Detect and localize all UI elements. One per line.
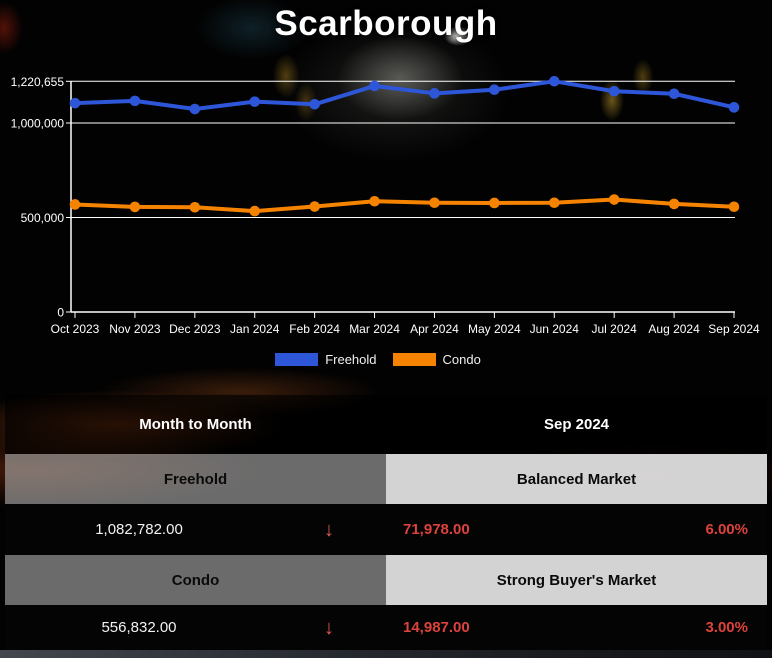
- freehold-data-point: [309, 98, 320, 110]
- condo-legend-label: Condo: [442, 351, 481, 367]
- x-axis-label: Jan 2024: [230, 322, 280, 336]
- x-axis-label: Sep 2024: [708, 322, 760, 336]
- freehold-data-point: [728, 102, 740, 113]
- condo-data-row: 556,832.00 ↓ 14,987.00 3.00%: [5, 605, 767, 650]
- freehold-data-point: [249, 96, 261, 107]
- x-axis-label: Aug 2024: [648, 322, 700, 336]
- current-month-header: Sep 2024: [543, 416, 610, 433]
- freehold-change-amount: 71,978.00: [403, 521, 470, 538]
- freehold-legend-label: Freehold: [325, 351, 377, 367]
- x-axis-label: Mar 2024: [349, 322, 400, 336]
- condo-price-value: 556,832.00: [101, 619, 177, 636]
- x-axis-label: Apr 2024: [410, 322, 459, 336]
- condo-data-point: [69, 199, 81, 210]
- x-axis-label: Oct 2023: [51, 322, 100, 336]
- condo-data-point: [489, 197, 500, 209]
- freehold-data-point: [69, 97, 81, 109]
- condo-data-point: [249, 205, 261, 217]
- freehold-data-point: [429, 88, 440, 99]
- x-axis-label: Jun 2024: [530, 322, 580, 336]
- y-axis-label: 500,000: [21, 211, 65, 225]
- condo-data-point: [429, 197, 440, 209]
- table-header-row: Month to Month Sep 2024: [5, 395, 767, 454]
- chart-legend: Freehold Condo: [0, 349, 772, 369]
- market-summary-table: Month to Month Sep 2024 Freehold Balance…: [5, 395, 767, 650]
- down-arrow-icon: ↓: [324, 518, 334, 541]
- y-axis-label: 0: [57, 306, 64, 320]
- freehold-data-point: [668, 88, 680, 100]
- condo-category-label: Condo: [5, 555, 386, 605]
- x-axis-label: Nov 2023: [109, 322, 161, 336]
- footer-strip: [0, 650, 772, 658]
- x-axis-label: Dec 2023: [169, 322, 221, 336]
- freehold-data-point: [608, 85, 620, 97]
- condo-data-point: [369, 195, 380, 207]
- condo-data-point: [728, 201, 740, 213]
- condo-data-point: [309, 201, 320, 212]
- price-trend-chart: 1,220,655 1,000,000 500,000 0 Oct 2023 Nov 20…: [11, 75, 760, 336]
- x-axis-label: Jul 2024: [591, 322, 637, 336]
- condo-change-amount: 14,987.00: [403, 619, 470, 636]
- condo-data-point: [129, 201, 141, 213]
- x-axis-label: May 2024: [468, 322, 521, 336]
- condo-category-row: Condo Strong Buyer's Market: [5, 555, 767, 605]
- month-to-month-header: Month to Month: [139, 416, 252, 433]
- condo-market-status: Strong Buyer's Market: [386, 555, 767, 605]
- down-arrow-icon: ↓: [324, 616, 334, 639]
- condo-line: [73, 197, 736, 214]
- freehold-data-point: [369, 80, 380, 92]
- freehold-line: [73, 79, 736, 112]
- freehold-change-percent: 6.00%: [705, 521, 748, 538]
- freehold-data-point: [189, 103, 201, 115]
- x-axis-label: Feb 2024: [289, 322, 340, 336]
- freehold-data-point: [548, 75, 560, 87]
- freehold-market-status: Balanced Market: [386, 454, 767, 504]
- condo-legend-swatch-icon: [392, 352, 436, 366]
- freehold-data-row: 1,082,782.00 ↓ 71,978.00 6.00%: [5, 504, 767, 555]
- freehold-price-value: 1,082,782.00: [95, 521, 183, 538]
- freehold-legend-swatch-icon: [275, 352, 319, 366]
- freehold-data-point: [489, 84, 500, 96]
- condo-data-point: [548, 197, 560, 209]
- page-title: Scarborough: [274, 4, 498, 43]
- freehold-category-label: Freehold: [5, 454, 386, 504]
- y-axis-label: 1,220,655: [11, 75, 65, 89]
- condo-data-point: [608, 194, 620, 205]
- condo-data-point: [668, 198, 680, 210]
- freehold-category-row: Freehold Balanced Market: [5, 454, 767, 504]
- y-axis-label: 1,000,000: [11, 117, 65, 131]
- freehold-data-point: [129, 95, 141, 107]
- condo-change-percent: 3.00%: [705, 619, 748, 636]
- condo-data-point: [189, 201, 201, 213]
